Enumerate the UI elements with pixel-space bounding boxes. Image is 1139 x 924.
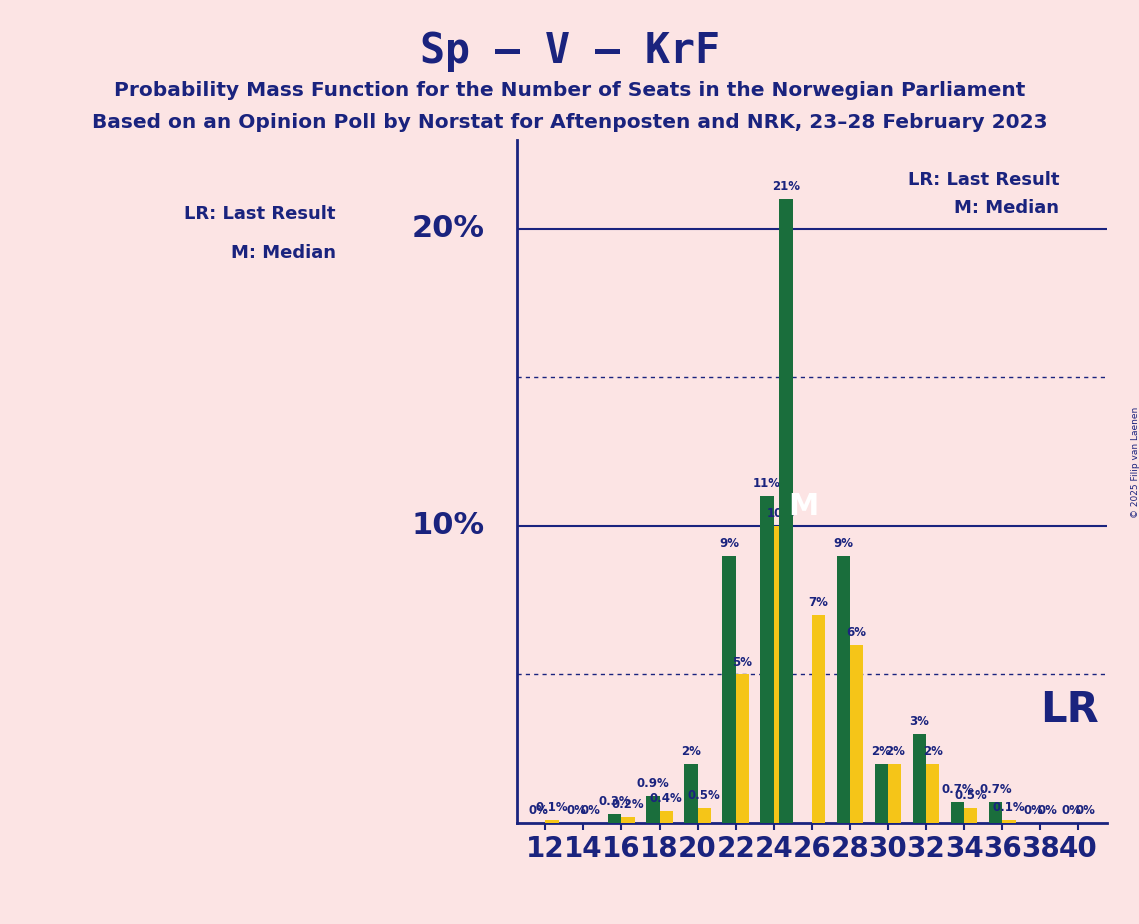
Text: Sp – V – KrF: Sp – V – KrF (419, 30, 720, 71)
Text: 7%: 7% (809, 596, 828, 609)
Text: 0%: 0% (1024, 804, 1043, 817)
Text: LR: Last Result: LR: Last Result (185, 205, 336, 223)
Bar (888, 763, 901, 823)
Text: 9%: 9% (719, 537, 739, 550)
Text: 0.2%: 0.2% (612, 798, 645, 811)
Text: Probability Mass Function for the Number of Seats in the Norwegian Parliament: Probability Mass Function for the Number… (114, 81, 1025, 101)
Bar (812, 615, 825, 823)
Text: 0.7%: 0.7% (941, 784, 974, 796)
Text: M: Median: M: Median (954, 199, 1059, 216)
Text: M: Median: M: Median (231, 244, 336, 261)
Text: 2%: 2% (871, 745, 891, 758)
Bar (685, 763, 697, 823)
Text: 2%: 2% (885, 745, 904, 758)
Bar (608, 814, 622, 823)
Text: 11%: 11% (753, 478, 781, 491)
Text: 20%: 20% (411, 214, 484, 243)
Text: 0.1%: 0.1% (535, 801, 568, 814)
Text: LR: Last Result: LR: Last Result (908, 171, 1059, 188)
Bar (722, 555, 736, 823)
Text: 3%: 3% (909, 715, 929, 728)
Text: 21%: 21% (772, 180, 800, 193)
Bar (850, 645, 863, 823)
Bar (1002, 820, 1016, 823)
Text: 0.7%: 0.7% (980, 784, 1011, 796)
Text: 2%: 2% (681, 745, 700, 758)
Bar (951, 802, 964, 823)
Text: 0%: 0% (528, 804, 549, 817)
Bar (659, 811, 673, 823)
Bar (836, 555, 850, 823)
Text: 10%: 10% (411, 511, 484, 541)
Bar (926, 763, 940, 823)
Bar (736, 675, 749, 823)
Text: 0%: 0% (1062, 804, 1082, 817)
Text: 2%: 2% (923, 745, 943, 758)
Text: 0.3%: 0.3% (598, 796, 631, 808)
Text: 5%: 5% (732, 655, 753, 669)
Text: 0.9%: 0.9% (637, 777, 670, 790)
Text: M: M (788, 492, 819, 521)
Bar (912, 734, 926, 823)
Text: Based on an Opinion Poll by Norstat for Aftenposten and NRK, 23–28 February 2023: Based on an Opinion Poll by Norstat for … (91, 113, 1048, 132)
Bar (546, 820, 558, 823)
Bar (779, 200, 793, 823)
Text: 0%: 0% (567, 804, 587, 817)
Text: 10%: 10% (767, 507, 794, 520)
Text: 0.5%: 0.5% (688, 789, 721, 802)
Bar (646, 796, 659, 823)
Bar (697, 808, 711, 823)
Bar (964, 808, 977, 823)
Bar (622, 817, 634, 823)
Text: 9%: 9% (834, 537, 853, 550)
Bar (875, 763, 888, 823)
Text: 6%: 6% (846, 626, 867, 638)
Bar (989, 802, 1002, 823)
Text: 0.1%: 0.1% (992, 801, 1025, 814)
Text: 0.5%: 0.5% (954, 789, 988, 802)
Bar (773, 526, 787, 823)
Text: 0%: 0% (580, 804, 600, 817)
Text: 0%: 0% (1036, 804, 1057, 817)
Text: 0.4%: 0.4% (650, 792, 682, 805)
Text: 0%: 0% (1075, 804, 1095, 817)
Text: LR: LR (1040, 689, 1099, 731)
Bar (761, 496, 773, 823)
Text: © 2025 Filip van Laenen: © 2025 Filip van Laenen (1131, 407, 1139, 517)
